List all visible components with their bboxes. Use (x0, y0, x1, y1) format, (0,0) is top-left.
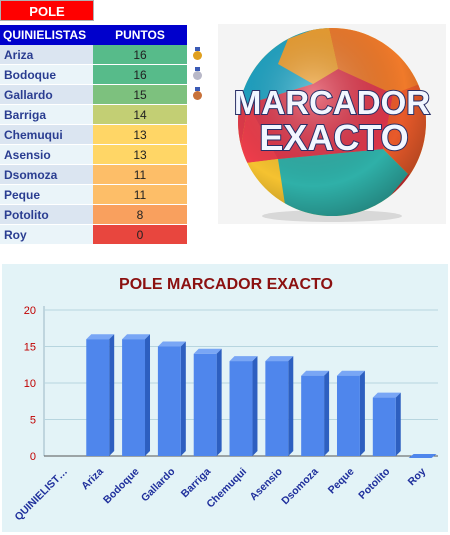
bar-side-face (324, 370, 330, 456)
participant-name: Roy (0, 224, 93, 245)
bar-side-face (288, 356, 294, 456)
bar-top-face (229, 356, 258, 362)
table-row: Potolito 8 (0, 204, 207, 225)
standings-table: QUINIELISTAS PUNTOS Ariza 16 Bodoque 16 Gall… (0, 25, 207, 245)
medal-cell (187, 104, 207, 125)
bar-side-face (216, 348, 222, 456)
bar-peque (336, 375, 360, 456)
table-row: Dsomoza 11 (0, 164, 207, 185)
gold-medal-icon (192, 46, 202, 60)
table-row: Roy 0 (0, 224, 207, 245)
x-tick-label: Gallardo (139, 466, 178, 505)
participant-name: Dsomoza (0, 164, 93, 185)
x-tick-label: Peque (326, 466, 357, 497)
bar-roy (408, 454, 437, 458)
bar-gallardo (157, 346, 181, 456)
bronze-medal-icon (192, 86, 202, 100)
medal-cell (187, 64, 207, 85)
column-header-quinielistas: QUINIELISTAS (0, 25, 93, 45)
medal-cell (187, 124, 207, 145)
participant-name: Asensio (0, 144, 93, 165)
pole-header-tab[interactable]: POLE (0, 0, 94, 21)
table-header-row: QUINIELISTAS PUNTOS (0, 25, 207, 45)
medal-cell (187, 45, 207, 65)
x-tick-label: Ariza (79, 466, 106, 493)
table-row: Ariza 16 (0, 45, 207, 65)
chart-title: POLE MARCADOR EXACTO (119, 276, 333, 293)
medal-cell (187, 164, 207, 185)
silver-medal-icon (192, 66, 202, 80)
table-row: Peque 11 (0, 184, 207, 205)
participant-points: 14 (93, 104, 187, 125)
bar-side-face (359, 370, 365, 456)
ball-text-line1: MARCADOR (234, 84, 430, 121)
bar-side-face (252, 356, 258, 456)
bar-potolito (372, 397, 396, 456)
bar-chart: POLE MARCADOR EXACTO 0 5 10 15 20 QUINIELIST…… (12, 276, 438, 524)
bar-top-face (265, 356, 294, 362)
bar-dsomoza (301, 375, 325, 456)
participant-name: Chemuqui (0, 124, 93, 145)
y-tick-label: 15 (24, 342, 36, 354)
x-tick-label: QUINIELIST… (12, 466, 70, 524)
bar-chemuqui (229, 361, 253, 456)
participant-points: 11 (93, 164, 187, 185)
participant-name: Ariza (0, 45, 93, 65)
bar-top-face (372, 392, 401, 398)
bar-top-face (86, 334, 115, 340)
y-tick-label: 10 (24, 378, 36, 390)
bar-barriga (193, 353, 217, 456)
bar-top-face (157, 341, 186, 347)
table-row: Barriga 14 (0, 104, 207, 125)
bar-asensio (265, 361, 289, 456)
participant-points: 16 (93, 64, 187, 85)
marcador-exacto-ball-image: MARCADOR EXACTO (218, 24, 446, 224)
bar-ariza (86, 339, 110, 456)
bar-top-face (336, 370, 365, 376)
x-tick-label: Barriga (179, 466, 214, 501)
participant-points: 11 (93, 184, 187, 205)
x-tick-label: Potolito (356, 466, 392, 502)
participant-name: Gallardo (0, 84, 93, 105)
bar-top-face (122, 334, 151, 340)
medal-cell (187, 84, 207, 105)
x-tick-label: Dsomoza (279, 466, 321, 508)
participant-points: 0 (93, 224, 187, 245)
y-tick-label: 5 (30, 415, 36, 427)
participant-points: 13 (93, 124, 187, 145)
chart-panel: POLE MARCADOR EXACTO 0 5 10 15 20 QUINIELIST…… (2, 264, 448, 532)
participant-points: 13 (93, 144, 187, 165)
bar-top-face (193, 348, 222, 354)
bar-top-face (301, 370, 330, 376)
participant-name: Bodoque (0, 64, 93, 85)
participant-points: 8 (93, 204, 187, 225)
participant-name: Peque (0, 184, 93, 205)
standings-body: Ariza 16 Bodoque 16 Gallardo 15 Barriga 14 Chemu… (0, 45, 207, 245)
participant-points: 16 (93, 45, 187, 65)
bar-side-face (395, 392, 401, 456)
bar-side-face (145, 334, 151, 456)
bar-bodoque (122, 339, 146, 456)
bar-side-face (180, 341, 186, 456)
column-header-puntos: PUNTOS (93, 25, 187, 45)
participant-name: Potolito (0, 204, 93, 225)
medal-cell (187, 184, 207, 205)
table-row: Asensio 13 (0, 144, 207, 165)
medal-cell (187, 204, 207, 225)
participant-name: Barriga (0, 104, 93, 125)
medal-cell (187, 144, 207, 165)
table-row: Gallardo 15 (0, 84, 207, 105)
table-row: Bodoque 16 (0, 64, 207, 85)
soccer-ball-icon: MARCADOR EXACTO (233, 28, 431, 222)
bar-side-face (109, 334, 115, 456)
table-row: Chemuqui 13 (0, 124, 207, 145)
y-tick-label: 20 (24, 305, 36, 317)
x-tick-label: Roy (406, 466, 429, 489)
ball-text-line2: EXACTO (259, 117, 408, 158)
column-header-medal (187, 25, 207, 45)
medal-cell (187, 224, 207, 245)
y-tick-label: 0 (30, 451, 36, 463)
x-tick-label: Bodoque (101, 466, 142, 507)
participant-points: 15 (93, 84, 187, 105)
